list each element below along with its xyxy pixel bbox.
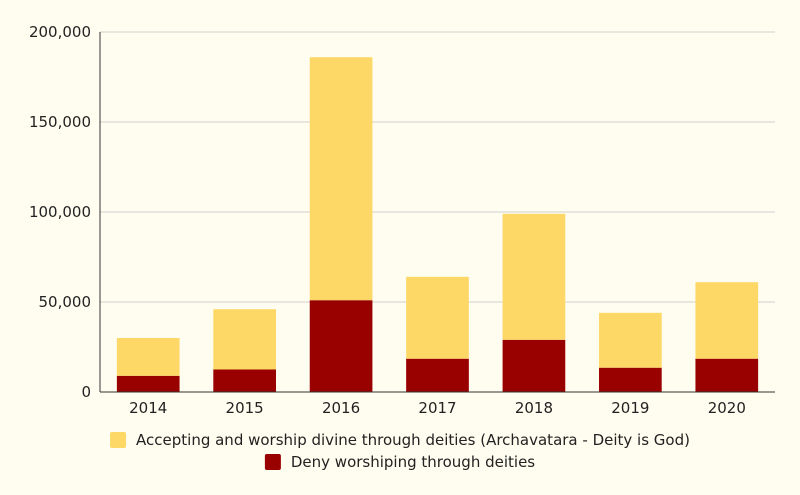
legend-label: Deny worshiping through deities [291, 453, 535, 471]
bars [116, 57, 759, 392]
legend: Accepting and worship divine through dei… [110, 431, 690, 471]
y-tick-label: 100,000 [29, 203, 91, 221]
bar-segment [599, 312, 662, 368]
legend-item[interactable]: Accepting and worship divine through dei… [110, 431, 690, 449]
x-tick-label: 2014 [129, 399, 167, 417]
y-tick-label: 200,000 [29, 23, 91, 41]
bar-segment [116, 375, 180, 392]
bar-segment [309, 300, 373, 392]
bar-segment [406, 358, 469, 392]
x-tick-label: 2020 [708, 399, 746, 417]
y-tick-label: 0 [81, 383, 91, 401]
legend-item[interactable]: Deny worshiping through deities [264, 453, 535, 471]
bar-segment [213, 309, 276, 370]
bar-segment [502, 339, 566, 392]
x-tick-label: 2016 [322, 399, 360, 417]
bar-segment [406, 276, 469, 359]
legend-label: Accepting and worship divine through dei… [136, 431, 690, 449]
gridlines [100, 31, 775, 303]
bar-segment [502, 213, 566, 340]
y-tick-label: 150,000 [29, 113, 91, 131]
bar-segment [309, 57, 373, 301]
bar-segment [695, 282, 759, 359]
bar-segment [116, 338, 180, 376]
y-tick-label: 50,000 [39, 293, 92, 311]
x-tick-label: 2015 [226, 399, 264, 417]
x-tick-label: 2018 [515, 399, 553, 417]
bar-segment [599, 367, 662, 392]
bar-segment [695, 358, 759, 392]
legend-swatch [110, 432, 127, 448]
axes: 0 50,000 100,000 150,000 200,000 2014 2015 2016… [29, 23, 775, 417]
legend-swatch [264, 454, 281, 470]
bar-segment [213, 369, 276, 392]
x-tick-label: 2017 [418, 399, 456, 417]
x-tick-label: 2019 [611, 399, 649, 417]
